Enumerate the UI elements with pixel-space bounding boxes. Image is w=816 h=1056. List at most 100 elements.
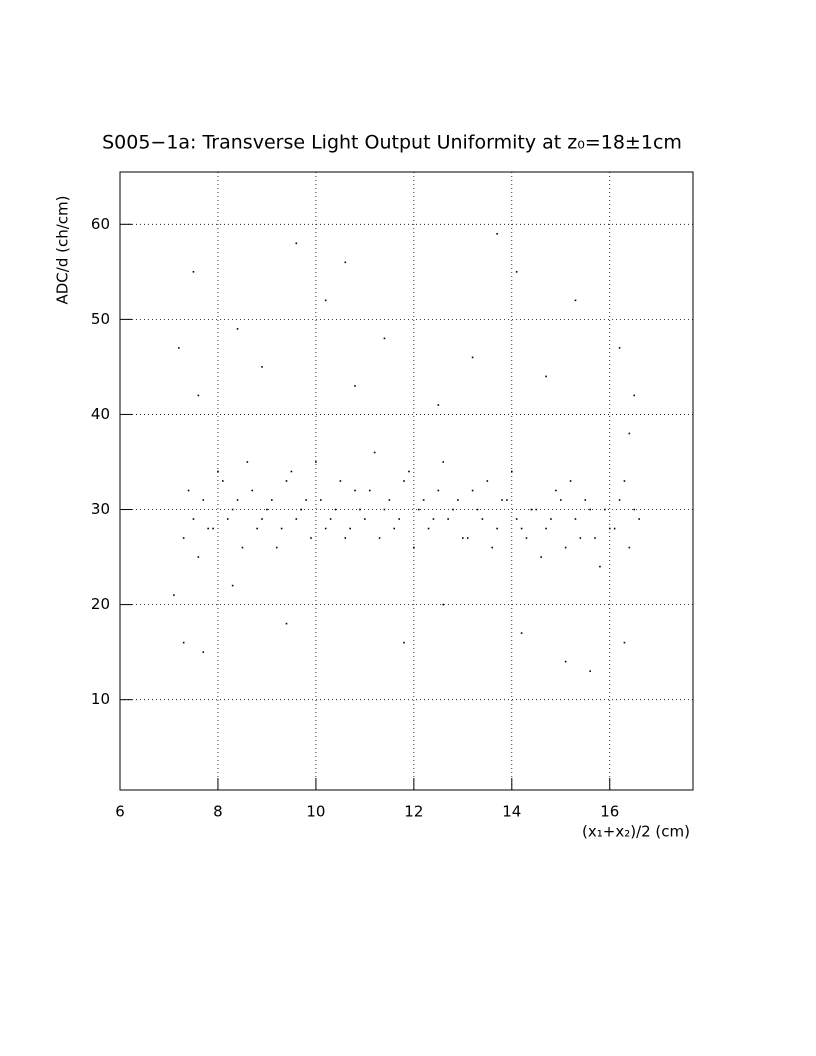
point xyxy=(364,518,366,520)
point xyxy=(569,480,572,482)
point xyxy=(197,556,200,558)
point xyxy=(506,499,508,501)
point xyxy=(236,499,239,501)
point xyxy=(182,537,185,539)
point xyxy=(417,508,420,511)
point xyxy=(177,347,180,349)
point xyxy=(413,546,415,549)
point xyxy=(599,565,601,568)
point xyxy=(496,527,498,530)
y-tick-label: 30 xyxy=(91,500,110,518)
point xyxy=(197,394,200,397)
point xyxy=(231,584,234,587)
point xyxy=(623,480,626,482)
point xyxy=(285,622,288,625)
point xyxy=(618,347,621,349)
point xyxy=(584,499,587,501)
point xyxy=(589,670,591,672)
point xyxy=(202,651,205,653)
point xyxy=(403,480,405,482)
point xyxy=(427,527,430,530)
point xyxy=(550,518,552,520)
point xyxy=(481,518,484,520)
point xyxy=(349,527,351,530)
point xyxy=(613,527,616,530)
point xyxy=(241,546,244,549)
point xyxy=(182,641,185,644)
point xyxy=(442,461,445,463)
point xyxy=(530,508,533,511)
point xyxy=(388,499,391,501)
point xyxy=(491,546,494,549)
plot-frame xyxy=(119,171,694,791)
point xyxy=(510,470,513,473)
point xyxy=(564,546,567,549)
point xyxy=(515,518,518,520)
point xyxy=(520,632,523,634)
point xyxy=(354,489,356,492)
point xyxy=(471,489,474,492)
point xyxy=(383,508,386,511)
point xyxy=(515,271,518,273)
point xyxy=(319,499,322,501)
point xyxy=(285,480,288,482)
point xyxy=(574,518,577,520)
point xyxy=(545,375,547,378)
point xyxy=(383,337,386,340)
point xyxy=(368,489,371,492)
point xyxy=(393,527,396,530)
point xyxy=(324,299,327,302)
x-tick-label: 10 xyxy=(306,803,325,821)
point xyxy=(212,527,214,530)
point xyxy=(604,508,606,511)
point xyxy=(290,470,293,473)
point xyxy=(525,537,528,539)
point xyxy=(608,527,611,530)
point xyxy=(192,271,195,273)
point xyxy=(471,356,474,359)
point xyxy=(574,299,577,302)
point xyxy=(437,404,440,406)
point xyxy=(462,537,464,539)
x-tick-label: 6 xyxy=(115,803,125,821)
point xyxy=(315,461,317,463)
point xyxy=(594,537,596,539)
point xyxy=(261,366,263,368)
point xyxy=(310,537,312,539)
point xyxy=(300,508,303,511)
y-tick-label: 40 xyxy=(91,405,110,423)
point xyxy=(187,489,190,492)
point xyxy=(447,518,449,520)
point xyxy=(339,480,342,482)
point xyxy=(559,499,562,501)
point xyxy=(173,594,175,596)
point xyxy=(496,233,498,235)
y-axis-label: ADC/d (ch/cm) xyxy=(54,196,72,305)
point xyxy=(579,537,582,539)
point xyxy=(618,499,621,501)
point xyxy=(231,508,234,511)
point xyxy=(555,489,557,492)
point xyxy=(305,499,307,501)
point xyxy=(236,328,239,330)
point xyxy=(373,451,376,454)
point xyxy=(344,261,347,264)
point xyxy=(226,518,229,520)
point xyxy=(540,556,542,558)
point xyxy=(256,527,258,530)
point xyxy=(457,499,459,501)
point xyxy=(442,603,445,606)
y-tick-label: 20 xyxy=(91,595,110,613)
point xyxy=(486,480,489,482)
point xyxy=(628,546,631,549)
y-tick-label: 50 xyxy=(91,310,110,328)
point xyxy=(466,537,469,539)
point xyxy=(222,480,224,482)
point xyxy=(261,518,263,520)
point xyxy=(280,527,283,530)
x-tick-label: 8 xyxy=(213,803,223,821)
point xyxy=(501,499,503,501)
point xyxy=(202,499,205,501)
point xyxy=(295,242,298,245)
